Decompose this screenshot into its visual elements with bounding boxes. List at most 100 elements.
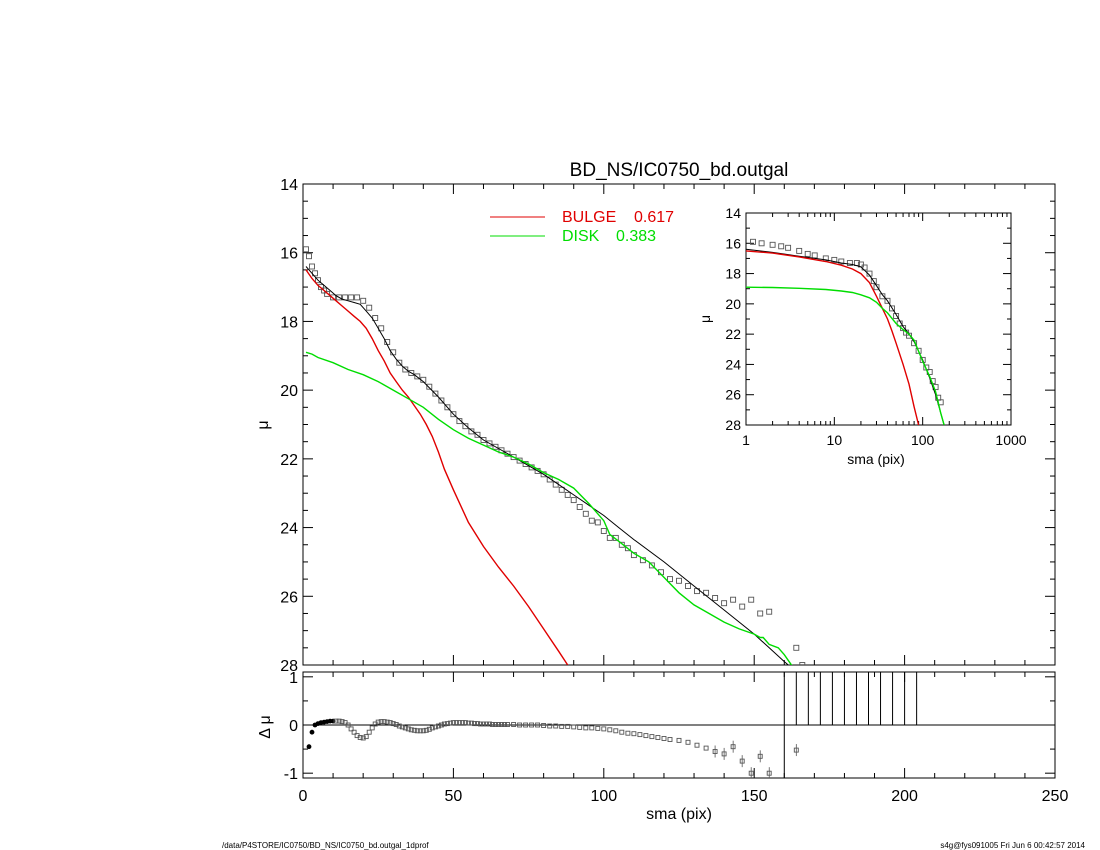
residual-point (432, 724, 438, 730)
residual-point (625, 730, 631, 736)
residual-point (637, 732, 643, 738)
main-data-point (676, 577, 682, 584)
residual-point (423, 727, 429, 733)
residual-point (447, 720, 453, 726)
residual-point (475, 721, 480, 727)
inset-data-point (785, 244, 792, 251)
residual-point (450, 720, 456, 726)
residual-point (619, 729, 625, 735)
inset-y-axis-label: μ (697, 315, 713, 323)
legend-value-disk: 0.383 (616, 228, 656, 245)
residual-point (529, 722, 535, 728)
residual-point (396, 723, 402, 729)
main-data-point (354, 294, 361, 301)
main-data-point (564, 491, 571, 498)
inset-y-tick-label: 24 (725, 356, 741, 372)
main-data-point (748, 596, 755, 603)
inset-data-point (866, 270, 873, 277)
resid-x-tick-label: 200 (891, 788, 918, 805)
legend-value-bulge: 0.617 (634, 209, 674, 226)
inset-data-point (870, 278, 877, 285)
residual-point (414, 728, 420, 734)
residual-point (462, 720, 468, 726)
residual-point (441, 721, 447, 727)
inset-x-tick-label: 100 (911, 432, 935, 448)
main-y-tick-label: 18 (280, 314, 298, 331)
legend-label-bulge: BULGE (562, 209, 616, 226)
main-data-point (303, 246, 309, 253)
main-data-point (576, 504, 583, 510)
residual-point (541, 723, 547, 728)
inset-data-point (879, 293, 886, 300)
main-data-point (558, 486, 565, 493)
main-data-point (321, 287, 328, 294)
main-data-point (336, 294, 343, 301)
residual-point (399, 724, 405, 730)
main-disk-line (305, 351, 793, 665)
main-data-point (546, 476, 553, 483)
main-data-point (414, 373, 421, 380)
residual-point (369, 725, 375, 731)
main-data-point (318, 284, 324, 291)
main-data-point (510, 454, 517, 461)
inset-data-point (758, 240, 765, 247)
residual-point (703, 745, 709, 751)
inset-x-tick-label: 1000 (995, 432, 1026, 448)
residual-point (571, 724, 577, 730)
main-data-point (492, 443, 499, 450)
residual-point (393, 722, 399, 727)
main-data-point (582, 510, 589, 517)
residual-point (459, 720, 465, 726)
residual-point (408, 727, 414, 733)
main-y-tick-label: 24 (280, 521, 298, 538)
inset-data-point (884, 297, 891, 304)
residual-point (631, 731, 637, 737)
main-data-point (486, 440, 493, 447)
chart-title: BD_NS/IC0750_bd.outgal (570, 160, 789, 181)
residual-point (402, 725, 408, 731)
main-data-point (739, 603, 746, 610)
main-data-point (456, 418, 463, 425)
main-data-point (330, 294, 337, 301)
residual-point (405, 726, 411, 732)
residual-point (595, 725, 601, 731)
resid-y-axis-label: Δ μ (257, 715, 274, 738)
residual-point (655, 735, 661, 740)
residual-point (685, 739, 691, 745)
footer-timestamp: s4g@fys091005 Fri Jun 6 00:42:57 2014 (940, 841, 1085, 850)
residual-point (559, 723, 565, 729)
residual-point (499, 722, 504, 727)
residual-point (511, 722, 517, 727)
main-data-point (606, 534, 613, 541)
residual-point (336, 718, 342, 724)
residual-point (453, 720, 459, 726)
inset-x-tick-label: 10 (827, 432, 843, 448)
residual-point (351, 729, 357, 735)
residual-point (523, 722, 529, 728)
residual-point (583, 725, 589, 731)
main-data-point (444, 404, 451, 411)
resid-x-tick-label: 50 (445, 788, 463, 805)
residual-point (481, 721, 486, 727)
inset-data-point (804, 250, 811, 257)
inset-data-point (769, 241, 776, 248)
residual-point (694, 742, 700, 748)
main-data-point (468, 428, 475, 435)
main-data-point (324, 290, 331, 297)
inset-data-point (906, 332, 912, 339)
inset-data-point (838, 258, 845, 265)
main-y-tick-label: 14 (280, 177, 298, 194)
main-data-point (721, 600, 728, 607)
main-data-point (360, 297, 367, 304)
main-data-point (712, 595, 719, 601)
residual-point (643, 733, 649, 739)
main-data-point (594, 519, 601, 526)
inset-panel: 14 16 18 20 22 24 26 281 10 100 1000 sma (pix) μ (697, 205, 1027, 467)
residual-point (360, 735, 366, 741)
main-data-point (348, 294, 355, 301)
residual-point (348, 726, 354, 732)
residual-point (661, 736, 667, 741)
residual-point (357, 735, 363, 740)
legend-label-disk: DISK (562, 228, 600, 245)
